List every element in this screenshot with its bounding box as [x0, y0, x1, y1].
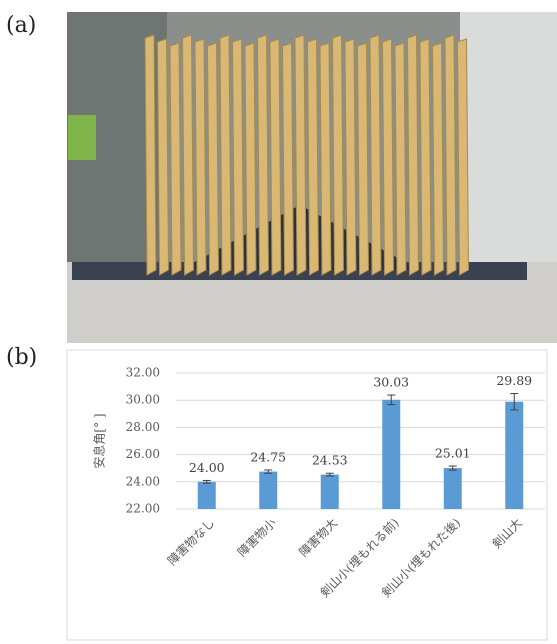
- panel-label: (a): [6, 13, 36, 38]
- board: [208, 43, 219, 275]
- y-tick-label: 28.00: [126, 420, 160, 434]
- board: [258, 35, 269, 275]
- board: [283, 43, 294, 275]
- value-label: 24.00: [189, 460, 225, 475]
- y-tick-label: 26.00: [126, 447, 160, 461]
- board: [395, 43, 406, 275]
- y-tick-label: 22.00: [126, 502, 160, 516]
- board: [420, 39, 431, 275]
- board: [308, 39, 319, 275]
- panel-label: (b): [6, 345, 37, 370]
- board: [195, 39, 206, 275]
- bar: [321, 475, 339, 509]
- photo: [67, 12, 557, 343]
- board: [458, 39, 469, 275]
- board: [320, 43, 331, 275]
- board: [145, 35, 156, 275]
- bar: [198, 482, 216, 509]
- board: [183, 35, 194, 275]
- board: [270, 39, 281, 275]
- board: [245, 43, 256, 275]
- y-tick-label: 24.00: [126, 474, 160, 488]
- board: [383, 39, 394, 275]
- board: [408, 35, 419, 275]
- board: [345, 39, 356, 275]
- board: [220, 35, 231, 275]
- value-label: 25.01: [435, 446, 471, 461]
- y-tick-label: 32.00: [126, 366, 160, 380]
- y-axis-label: 安息角[° ]: [92, 413, 107, 468]
- bar: [444, 468, 462, 509]
- bar: [382, 400, 400, 509]
- board: [170, 43, 181, 275]
- board: [358, 43, 369, 275]
- board: [370, 35, 381, 275]
- board: [295, 35, 306, 275]
- board: [445, 35, 456, 275]
- value-label: 30.03: [373, 375, 409, 390]
- board: [333, 35, 344, 275]
- bar: [505, 402, 523, 509]
- board: [233, 39, 244, 275]
- value-label: 29.89: [496, 373, 532, 388]
- board: [158, 39, 169, 275]
- board: [433, 43, 444, 275]
- value-label: 24.53: [312, 453, 348, 468]
- value-label: 24.75: [250, 449, 286, 464]
- y-tick-label: 30.00: [126, 393, 160, 407]
- figure: (a) (b) 安息角[° ] 22.00 24.00 26.00 28.00 30.0…: [0, 0, 557, 644]
- bar: [259, 472, 277, 509]
